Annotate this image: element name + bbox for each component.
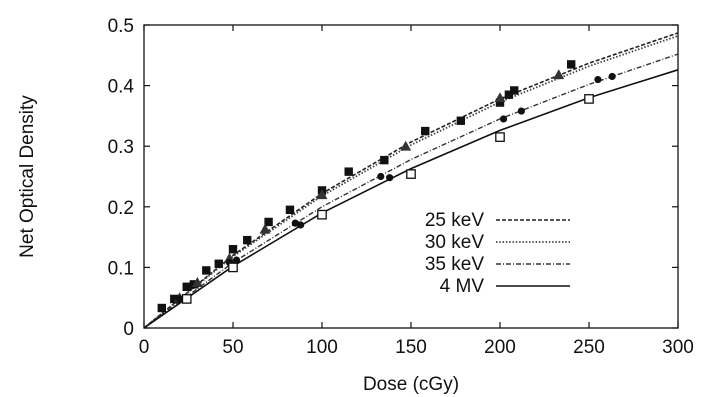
data-point-square [214, 259, 223, 268]
data-point-triangle [400, 140, 412, 151]
data-point-square [170, 294, 179, 304]
data-point-square [504, 90, 514, 99]
x-tick-label: 0 [139, 337, 150, 358]
data-point-triangle [191, 277, 203, 287]
data-point-square [157, 303, 166, 313]
data-point-circle [297, 221, 305, 229]
fit-line-3 [143, 69, 679, 329]
data-point-square [202, 266, 211, 275]
x-axis-title: Dose (cGy) [363, 374, 459, 395]
legend-label: 35 keV [425, 254, 484, 275]
data-point-open-square [228, 262, 238, 273]
data-point-square [495, 98, 505, 107]
y-axis-ticks: 0 0.1 0.2 0.3 0.4 0.5 [108, 16, 678, 340]
data-point-circle [386, 174, 394, 182]
data-point-circle [608, 72, 616, 81]
data-point-square [182, 282, 191, 291]
fit-line-1 [143, 35, 679, 329]
y-tick-label: 0.1 [108, 258, 134, 279]
x-tick-label: 250 [573, 337, 605, 358]
y-tick-label: 0.2 [108, 198, 134, 219]
data-point-square [243, 235, 252, 245]
fit-line-0 [143, 32, 679, 329]
x-tick-label: 200 [484, 337, 516, 358]
data-point-circle [499, 115, 508, 123]
data-markers [157, 60, 616, 313]
data-point-circle [594, 75, 602, 84]
data-point-circle [517, 107, 525, 115]
y-tick-label: 0.3 [108, 137, 134, 158]
legend-label: 25 keV [425, 210, 484, 231]
data-point-square [285, 205, 295, 215]
x-axis-ticks: 0 50 100 150 200 250 300 [139, 25, 694, 358]
data-point-circle [176, 295, 184, 303]
data-point-circle [377, 172, 385, 181]
y-axis-title: Net Optical Density [17, 95, 38, 258]
data-point-square [421, 126, 430, 136]
data-point-open-square [406, 169, 416, 179]
x-tick-label: 50 [222, 337, 243, 358]
data-point-circle [232, 256, 241, 264]
data-point-square [264, 217, 273, 227]
data-point-square [228, 245, 238, 254]
y-tick-label: 0.4 [108, 77, 135, 98]
data-point-square [456, 116, 466, 125]
x-tick-label: 100 [306, 337, 338, 358]
data-point-open-square [584, 94, 594, 104]
data-point-triangle [553, 69, 565, 80]
x-tick-label: 300 [662, 337, 694, 358]
y-tick-label: 0.5 [108, 16, 134, 37]
data-point-triangle [259, 223, 271, 234]
data-point-open-square [317, 209, 327, 220]
data-point-triangle [494, 92, 506, 103]
x-tick-label: 150 [395, 337, 427, 358]
data-point-open-square [181, 294, 192, 304]
data-point-square [344, 167, 353, 176]
data-point-square [567, 60, 576, 69]
data-point-square [380, 155, 389, 165]
data-point-square [510, 86, 519, 95]
legend-label: 4 MV [440, 276, 485, 297]
data-point-open-square [495, 132, 505, 142]
y-tick-label: 0 [123, 319, 134, 340]
legend-label: 30 keV [425, 232, 484, 253]
data-point-triangle [316, 189, 328, 200]
